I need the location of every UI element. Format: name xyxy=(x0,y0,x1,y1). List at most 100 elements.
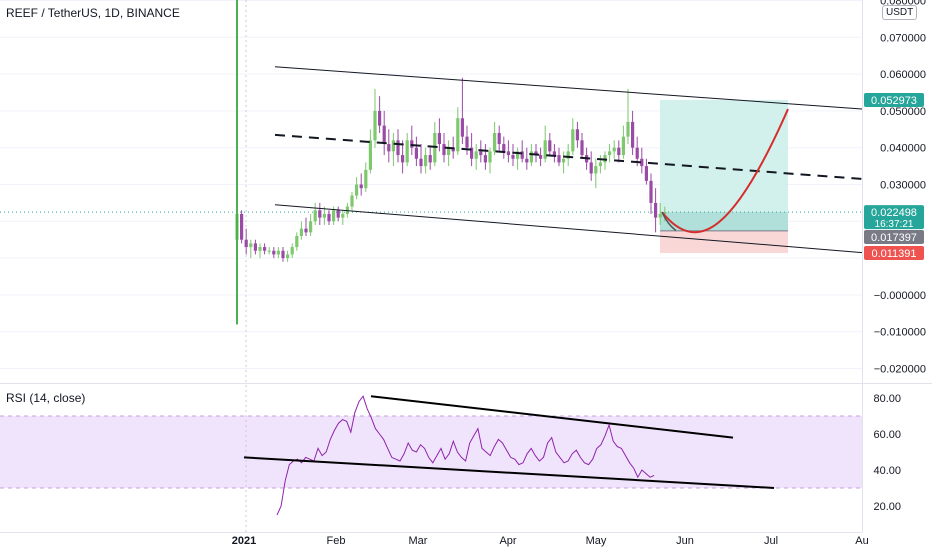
candle-body xyxy=(456,118,460,152)
candle-body xyxy=(658,213,662,218)
price-tag-box xyxy=(864,246,924,260)
chart-overlays xyxy=(0,99,862,253)
candle-body xyxy=(589,162,593,174)
candle-body xyxy=(437,132,441,145)
candle-body xyxy=(290,247,294,255)
candle-body xyxy=(465,136,469,148)
symbol-title[interactable]: REEF / TetherUS, 1D, BINANCE xyxy=(6,6,180,20)
price-tick-label: −0.000000 xyxy=(874,290,926,302)
time-tick-label: May xyxy=(586,535,607,547)
candle-body xyxy=(396,140,400,156)
candle-body xyxy=(281,250,285,259)
price-tick-label: 0.080000 xyxy=(880,0,926,8)
candle-body xyxy=(488,151,492,163)
candle-body xyxy=(373,110,377,141)
price-tag-value: 0.017397 xyxy=(871,232,917,244)
candle-body xyxy=(286,254,290,259)
candle-body xyxy=(295,236,299,248)
time-tick-label: Feb xyxy=(327,535,346,547)
candle-body xyxy=(566,151,570,159)
candle-body xyxy=(419,158,423,167)
candle-body xyxy=(511,155,515,159)
entry-zone xyxy=(660,212,788,231)
price-tick-label: 0.060000 xyxy=(880,69,926,81)
candle-body xyxy=(548,140,552,152)
price-tag-value: 0.011391 xyxy=(871,248,916,260)
candle-body xyxy=(640,158,644,167)
candle-body xyxy=(571,129,575,152)
rsi-band xyxy=(0,416,862,488)
rsi-tick-label: 40.00 xyxy=(873,465,901,477)
candle-body xyxy=(580,140,584,156)
price-tag-box xyxy=(864,205,924,230)
candle-body xyxy=(493,132,497,152)
candle-body xyxy=(534,151,538,156)
candle-body xyxy=(451,147,455,152)
time-tick-label: Jul xyxy=(764,535,778,547)
price-tag-value: 0.022498 xyxy=(871,207,917,219)
candle-body xyxy=(654,202,658,218)
candle-body xyxy=(506,151,510,156)
candle-body xyxy=(626,121,630,137)
candle-body xyxy=(304,228,308,233)
rsi-title[interactable]: RSI (14, close) xyxy=(6,391,86,405)
candle-body xyxy=(644,166,648,181)
candle-body xyxy=(557,155,561,163)
candle-body xyxy=(428,155,432,163)
candle-body xyxy=(258,247,262,251)
candle-body xyxy=(318,210,322,218)
candle-body xyxy=(240,213,244,240)
candle-body xyxy=(309,221,313,233)
time-tick-label: Apr xyxy=(499,535,516,547)
candle-body xyxy=(562,158,566,163)
rsi-tick-label: 80.00 xyxy=(873,393,901,405)
candle-body xyxy=(387,144,391,152)
time-tick-label: Au xyxy=(855,535,868,547)
candle-body xyxy=(649,180,653,203)
price-tick-label: −0.010000 xyxy=(874,327,926,339)
candle-body xyxy=(382,125,386,145)
candle-body xyxy=(447,147,451,156)
candle-body xyxy=(575,129,579,141)
candle-body xyxy=(263,247,267,251)
candle-body xyxy=(474,151,478,159)
candle-body xyxy=(405,140,409,163)
candle-body xyxy=(359,184,363,189)
rsi-tick-label: 20.00 xyxy=(873,501,901,513)
channel-mid-line xyxy=(274,133,863,180)
candle-body xyxy=(617,147,621,156)
candle-body xyxy=(332,210,336,222)
candle-body xyxy=(631,121,635,148)
candle-body xyxy=(368,140,372,170)
projection-start xyxy=(661,211,677,232)
candle-body xyxy=(598,162,602,167)
candle-body xyxy=(341,213,345,218)
candle-body xyxy=(355,184,359,196)
candle-body xyxy=(322,213,326,218)
candle-body xyxy=(594,166,598,174)
candle-body xyxy=(520,151,524,159)
candle-body xyxy=(391,140,395,152)
candle-body xyxy=(327,213,331,222)
candle-body xyxy=(401,155,405,163)
candle-body xyxy=(529,151,533,163)
candle-body xyxy=(663,212,667,214)
projection-path xyxy=(661,108,789,234)
candle-body xyxy=(497,132,501,145)
price-tick-label: 0.070000 xyxy=(880,32,926,44)
candle-body xyxy=(272,250,276,255)
candle-body xyxy=(635,147,639,159)
rsi-series xyxy=(243,395,775,516)
candle-body xyxy=(313,210,317,222)
currency-badge[interactable]: USDT xyxy=(882,5,918,20)
candle-body xyxy=(414,147,418,159)
price-tick-label: 0.030000 xyxy=(880,180,926,192)
candle-body xyxy=(516,151,520,159)
candle-body xyxy=(460,118,464,137)
time-tick-label: Jun xyxy=(676,535,694,547)
candle-body xyxy=(267,250,271,252)
rsi-line xyxy=(276,395,655,516)
